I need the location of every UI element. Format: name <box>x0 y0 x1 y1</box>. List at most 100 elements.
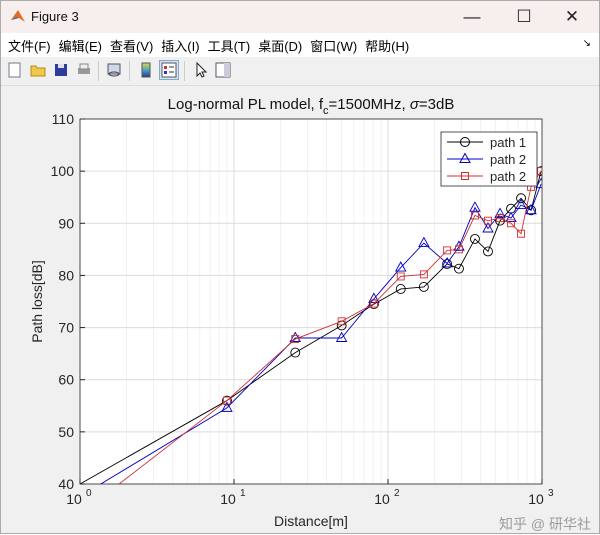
legend-icon[interactable] <box>159 60 179 80</box>
menu-help[interactable]: 帮助(H) <box>365 38 410 54</box>
save-icon[interactable] <box>52 61 70 79</box>
toolbar <box>1 57 599 86</box>
y-tick-label: 60 <box>58 372 74 388</box>
matlab-logo-icon <box>11 10 25 22</box>
data-point <box>471 211 479 220</box>
print-icon[interactable] <box>75 61 93 79</box>
title-part: c <box>323 105 329 117</box>
menu-edit[interactable]: 编辑(E) <box>58 38 102 54</box>
toolbar-separator <box>184 61 185 81</box>
series-line-2 <box>99 184 542 484</box>
data-point <box>419 270 428 279</box>
data-point <box>496 214 504 223</box>
data-point <box>470 233 480 244</box>
data-point <box>418 236 430 248</box>
data-point <box>483 246 493 257</box>
watermark: 知乎 @ 研华社 <box>499 516 591 532</box>
data-point <box>484 216 492 225</box>
data-point <box>222 395 232 406</box>
series-line-1 <box>80 171 542 484</box>
legend-marker <box>461 172 469 180</box>
open-icon[interactable] <box>29 61 47 79</box>
data-point <box>396 272 405 281</box>
data-point <box>291 335 300 343</box>
x-tick-label: 10 <box>220 491 236 507</box>
data-point <box>221 401 233 412</box>
y-tick-label: 80 <box>58 267 74 283</box>
menu-view[interactable]: 查看(V) <box>109 38 154 54</box>
link-icon[interactable] <box>105 61 123 79</box>
legend-marker <box>459 152 471 163</box>
data-point <box>394 261 407 272</box>
data-point <box>223 396 231 405</box>
data-point <box>441 257 453 268</box>
series-line-3 <box>118 170 542 484</box>
x-tick-label: 10 <box>374 491 390 507</box>
data-point <box>516 193 526 204</box>
x-tick-label: 10 <box>66 491 82 507</box>
toolbar-separator <box>98 61 99 81</box>
data-point <box>442 259 453 269</box>
axes-box <box>79 118 543 485</box>
data-point <box>368 292 380 303</box>
x-axis-label: Distance[m] <box>274 513 348 529</box>
data-point <box>469 201 481 212</box>
x-tick-label: 10 <box>528 491 544 507</box>
close-button[interactable]: ✕ <box>564 7 580 26</box>
menu-bar: 文件(F) 编辑(E) 查看(V) 插入(I) 工具(T) 桌面(D) 窗口(W… <box>1 33 599 57</box>
x-tick-exponent: 3 <box>548 488 554 499</box>
data-point <box>494 207 506 218</box>
data-point <box>290 347 301 358</box>
legend-marker <box>460 137 470 147</box>
data-point <box>537 167 542 176</box>
data-point <box>337 317 346 326</box>
title-part: σ <box>410 96 420 113</box>
maximize-button[interactable]: ☐ <box>516 7 532 26</box>
pointer-icon[interactable] <box>192 61 210 79</box>
x-tick-exponent: 0 <box>86 488 92 499</box>
menu-file[interactable]: 文件(F) <box>8 38 51 54</box>
title-bar: Figure 3 — ☐ ✕ <box>1 1 599 33</box>
y-axis-label: Path loss[dB] <box>29 260 45 343</box>
series-group <box>80 166 542 484</box>
chart-title: Log-normal PL model, fc=1500MHz, σ=3dB <box>168 96 455 117</box>
data-point <box>455 245 463 254</box>
data-point <box>517 229 525 238</box>
data-point <box>535 177 542 189</box>
legend-label: path 2 <box>490 152 526 167</box>
data-point <box>418 281 429 292</box>
y-tick-label: 70 <box>58 320 74 336</box>
menu-tools[interactable]: 工具(T) <box>207 38 251 54</box>
property-editor-icon[interactable] <box>214 61 232 79</box>
data-point <box>525 203 537 215</box>
data-point <box>505 211 517 223</box>
data-point <box>515 198 527 209</box>
data-point <box>395 284 406 294</box>
menu-window[interactable]: 窗口(W) <box>310 38 358 54</box>
y-tick-label: 110 <box>52 111 75 127</box>
dock-arrow-icon[interactable]: ↘ <box>582 38 591 49</box>
new-figure-icon[interactable] <box>6 61 24 79</box>
y-tick-label: 50 <box>58 424 74 440</box>
y-tick-label: 90 <box>58 215 74 231</box>
data-point <box>289 331 302 342</box>
title-part: Log-normal PL model, f <box>168 96 324 113</box>
menu-desktop[interactable]: 桌面(D) <box>258 38 303 54</box>
y-tick-label: 100 <box>51 163 75 179</box>
x-tick-exponent: 1 <box>240 488 246 499</box>
toolbar-separator <box>129 61 130 81</box>
data-point <box>443 246 452 255</box>
minimize-button[interactable]: — <box>463 7 481 26</box>
x-tick-exponent: 2 <box>394 488 400 499</box>
data-point <box>454 263 464 274</box>
data-point <box>507 219 515 228</box>
data-point <box>526 205 537 216</box>
colorbar-icon[interactable] <box>137 61 155 79</box>
data-point <box>369 299 378 308</box>
menu-insert[interactable]: 插入(I) <box>161 38 200 54</box>
legend-label: path 2 <box>490 169 526 184</box>
title-part: =3dB <box>419 96 454 113</box>
data-point <box>482 222 494 233</box>
